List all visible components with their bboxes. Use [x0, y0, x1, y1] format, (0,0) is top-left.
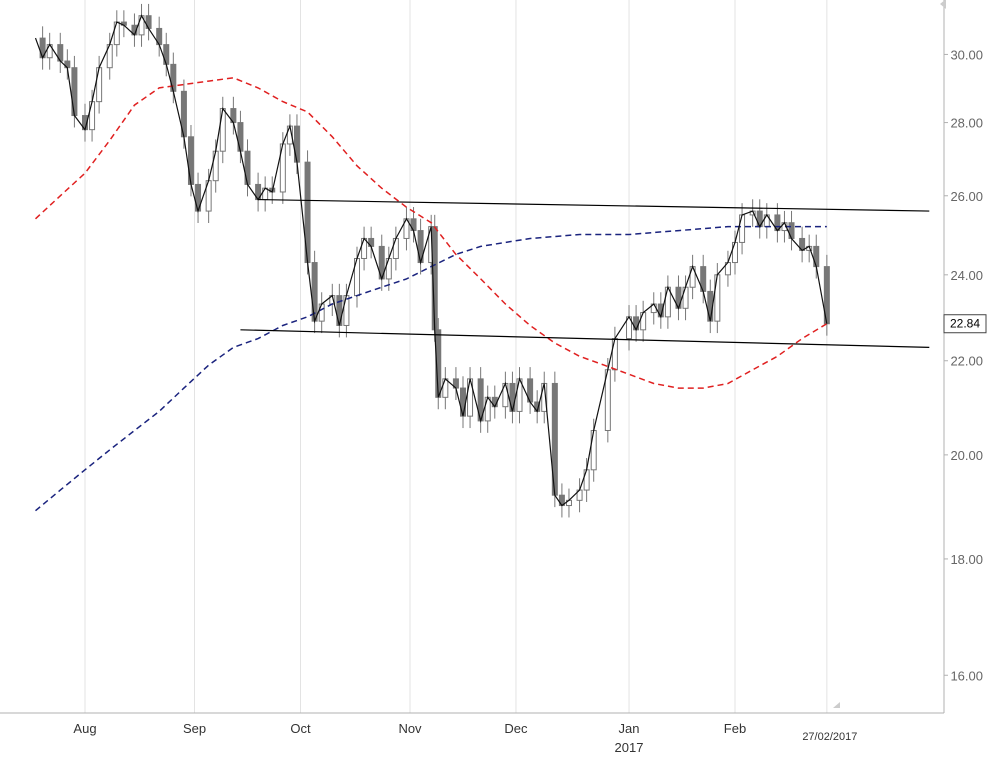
candle-body: [590, 429, 597, 471]
candle-body: [813, 245, 820, 268]
candle-body: [262, 187, 269, 201]
trendlines: [240, 198, 930, 348]
y-tick-label: 24.00: [950, 268, 983, 283]
candle-body: [633, 316, 640, 331]
chart-gridlines: [84, 0, 828, 713]
x-tick-label-oct: Oct: [290, 721, 311, 736]
candle-body: [244, 150, 251, 185]
candle-body: [219, 108, 226, 152]
x-axis-tick-labels: Aug Sep Oct Nov Dec Jan Feb: [73, 721, 746, 736]
candle-body: [170, 63, 177, 92]
candle-body: [237, 122, 244, 152]
candle-body: [739, 214, 746, 243]
candle-body: [640, 312, 647, 331]
candlestick-series: [39, 3, 830, 518]
candle-body: [392, 237, 399, 259]
candle-body: [509, 382, 516, 412]
candle-body: [96, 67, 103, 103]
ma-long-series-line: [35, 225, 827, 512]
chart-axes: [0, 0, 948, 714]
candle-body: [293, 125, 300, 163]
candle-body: [89, 101, 96, 131]
y-tick-label: 16.00: [950, 668, 983, 683]
x-tick-label-jan: Jan: [619, 721, 640, 736]
candle-body: [442, 378, 449, 398]
scroll-right-arrow-icon[interactable]: [833, 702, 840, 708]
y-tick-label: 30.00: [950, 47, 983, 62]
candle-body: [71, 67, 78, 117]
ma-short-series-line: [34, 77, 828, 389]
candle-body: [163, 44, 170, 65]
candle-body: [583, 469, 590, 491]
last-price-value: 22.84: [950, 317, 980, 331]
x-tick-label-aug: Aug: [73, 721, 96, 736]
candle-body: [318, 303, 325, 322]
current-date-label: 27/02/2017: [802, 731, 857, 743]
trendline-1: [258, 198, 930, 212]
x-tick-label-nov: Nov: [398, 721, 422, 736]
scroll-up-arrow-icon[interactable]: [940, 0, 946, 9]
candle-body: [361, 237, 368, 259]
candle-body: [343, 295, 350, 326]
y-tick-label: 28.00: [950, 116, 983, 131]
candle-body: [682, 286, 689, 309]
y-tick-label: 18.00: [950, 552, 983, 567]
candle-body: [336, 295, 343, 326]
y-tick-label: 26.00: [950, 189, 983, 204]
candle-body: [484, 396, 491, 422]
x-tick-label-dec: Dec: [504, 721, 528, 736]
y-tick-label: 22.00: [950, 354, 983, 369]
trendline-2: [240, 329, 930, 348]
y-axis-tick-labels: 16.00 18.00 20.00 22.00 24.00 26.00 28.00 30.00: [950, 47, 983, 683]
candle-body: [788, 222, 795, 239]
candle-body: [823, 266, 830, 325]
candle-body: [212, 150, 219, 182]
candle-body: [611, 338, 618, 371]
x-tick-label-feb: Feb: [724, 721, 746, 736]
x-tick-label-sep: Sep: [183, 721, 206, 736]
candle-body: [714, 274, 721, 322]
candle-body: [187, 136, 194, 185]
x-axis-year-label: 2017: [615, 740, 644, 755]
price-series-line: [34, 14, 828, 507]
candle-body: [385, 257, 392, 280]
candle-body: [145, 15, 152, 29]
candle-body: [732, 241, 738, 264]
y-tick-label: 20.00: [950, 448, 983, 463]
candle-body: [113, 21, 120, 46]
last-price-badge: 22.84: [943, 314, 987, 334]
candle-body: [459, 387, 466, 417]
